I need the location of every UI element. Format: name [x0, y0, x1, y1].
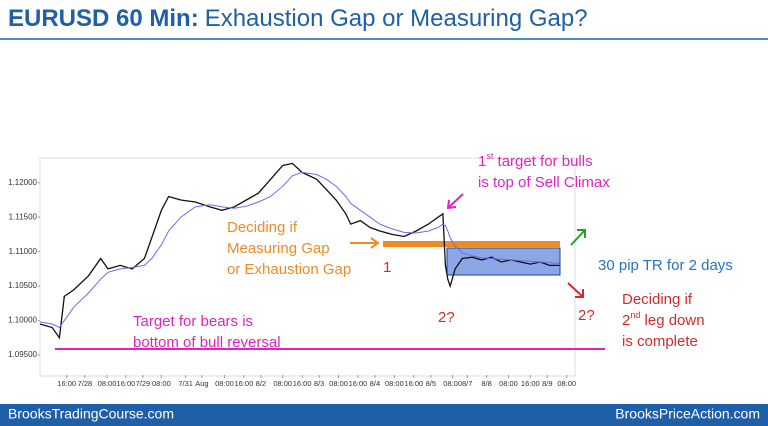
footer-band — [0, 404, 768, 426]
x-tick-label: 08:00 — [557, 379, 576, 388]
price-line — [39, 162, 560, 340]
x-tick-label: 16:00 — [117, 379, 136, 388]
x-tick-label: 8/9 — [542, 379, 552, 388]
x-tick-label: 08:00 — [499, 379, 518, 388]
annotation: 1 — [383, 259, 391, 276]
title-bold: EURUSD 60 Min: — [8, 5, 199, 32]
annotation: bottom of bull reversal — [133, 334, 281, 351]
title: EURUSD 60 Min: Exhaustion Gap or Measurin… — [8, 5, 588, 32]
y-tick-label: 1.10000 — [8, 316, 37, 325]
x-tick-label: 08:00 — [385, 379, 404, 388]
gap-bar — [383, 241, 560, 247]
x-tick-label: 7/29 — [136, 379, 151, 388]
title-rest: Exhaustion Gap or Measuring Gap? — [205, 5, 588, 32]
arrow — [570, 229, 586, 246]
x-tick-label: 08:00 — [215, 379, 234, 388]
annotation: Deciding if — [227, 219, 298, 236]
x-tick-label: 7/31 — [178, 379, 193, 388]
arrow — [350, 237, 380, 249]
annotation: 30 pip TR for 2 days — [598, 257, 733, 274]
x-tick-label: 08:00 — [98, 379, 117, 388]
annotation-part: 1 — [478, 153, 486, 170]
annotation: Target for bears is — [133, 313, 253, 330]
y-tick-label: 1.09500 — [8, 350, 37, 359]
annotation: 1st target for bulls — [478, 151, 593, 170]
annotation-sup: st — [486, 151, 494, 161]
annotation-part: target for bulls — [493, 153, 592, 170]
x-tick-label: 08:00 — [329, 379, 348, 388]
plot-frame — [39, 157, 576, 377]
footer-right: BrooksPriceAction.com — [615, 406, 760, 422]
y-tick-label: 1.11000 — [9, 247, 38, 256]
y-tick-label: 1.11500 — [9, 212, 38, 221]
annotation: 2? — [578, 307, 595, 324]
x-tick-label: Aug — [195, 379, 208, 388]
y-tick-label: 1.10500 — [8, 281, 37, 290]
x-tick-label: 08:00 — [152, 379, 171, 388]
annotation-sup: nd — [630, 310, 640, 320]
footer-left: BrooksTradingCourse.com — [8, 406, 174, 422]
arrow — [567, 282, 584, 298]
moving-average — [39, 171, 560, 329]
annotation: is complete — [622, 333, 698, 350]
x-tick-label: 16:00 — [521, 379, 540, 388]
x-tick-label: 08:00 — [273, 379, 292, 388]
x-tick-label: 8/4 — [370, 379, 380, 388]
annotation: is top of Sell Climax — [478, 174, 610, 191]
annotation: 2nd leg down — [622, 310, 705, 329]
annotation: or Exhaustion Gap — [227, 261, 351, 278]
x-tick-label: 16:00 — [293, 379, 312, 388]
x-tick-label: 8/5 — [426, 379, 436, 388]
x-tick-label: 7/28 — [78, 379, 93, 388]
arrow — [446, 193, 464, 210]
x-tick-label: 16:00 — [404, 379, 423, 388]
x-tick-label: 8/3 — [314, 379, 324, 388]
annotation: Deciding if — [622, 291, 693, 308]
annotation: Measuring Gap — [227, 240, 330, 257]
x-tick-label: 16:00 — [235, 379, 254, 388]
arrows — [350, 193, 586, 298]
x-tick-label: 8/2 — [256, 379, 266, 388]
annotation-part: leg down — [640, 312, 704, 329]
x-tick-label: 08:00 — [443, 379, 462, 388]
annotation: 2? — [438, 309, 455, 326]
x-tick-label: 16:00 — [57, 379, 76, 388]
annotation-part: 2 — [622, 312, 630, 329]
x-tick-label: 16:00 — [349, 379, 368, 388]
x-tick-label: 8/7 — [462, 379, 472, 388]
y-tick-label: 1.12000 — [8, 178, 37, 187]
x-tick-label: 8/8 — [481, 379, 491, 388]
